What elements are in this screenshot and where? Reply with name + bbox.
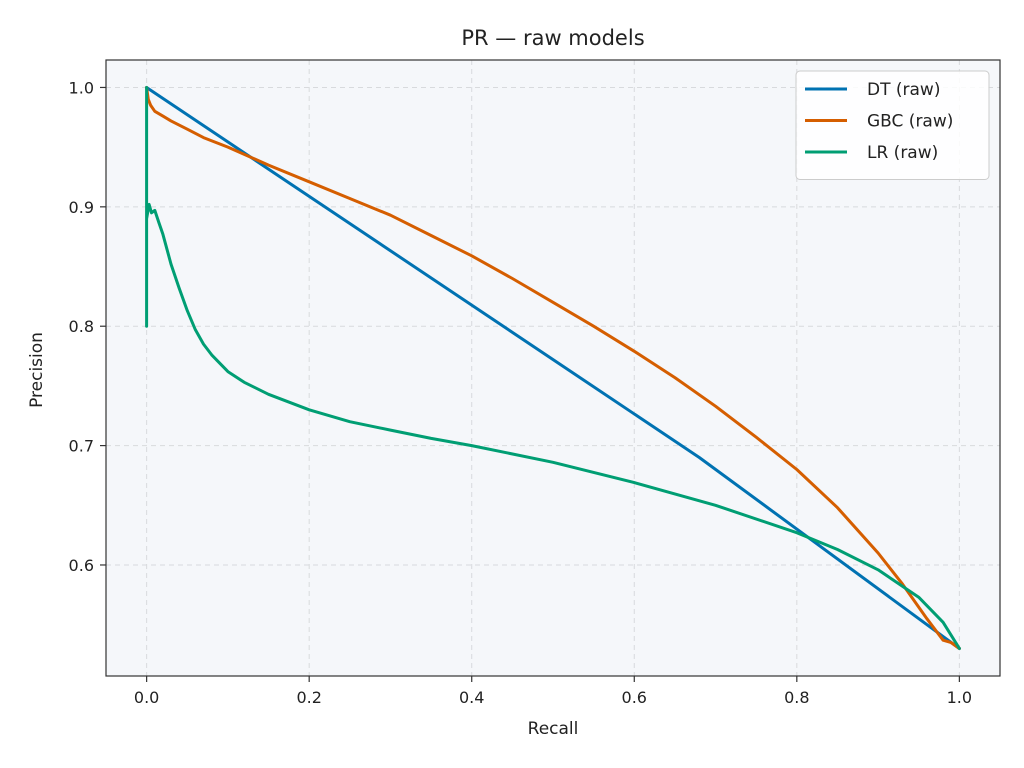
x-tick-label: 0.6 bbox=[622, 688, 647, 707]
plot-frame bbox=[105, 59, 1001, 677]
chart-title: PR — raw models bbox=[461, 26, 644, 50]
legend-label: GBC (raw) bbox=[867, 112, 953, 132]
axis-ticks: 0.0 0.2 0.4 0.6 0.8 1.0 0.6 0.7 0.8 0.9 1.0 bbox=[69, 78, 973, 707]
series-line-dt-raw bbox=[145, 86, 961, 650]
x-tick-label: 0.4 bbox=[459, 688, 484, 707]
series-line-lr-raw bbox=[145, 86, 961, 650]
x-axis-title: Recall bbox=[528, 719, 579, 739]
series-layer bbox=[145, 86, 961, 650]
y-tick-label: 1.0 bbox=[69, 78, 94, 97]
legend: DT (raw) GBC (raw) LR (raw) bbox=[795, 70, 990, 180]
series-line-gbc-raw bbox=[145, 86, 961, 650]
x-tick-label: 0.0 bbox=[134, 688, 159, 707]
y-axis-title: Precision bbox=[27, 332, 47, 408]
y-tick-label: 0.6 bbox=[69, 556, 94, 575]
x-tick-label: 0.8 bbox=[784, 688, 809, 707]
y-tick-label: 0.8 bbox=[69, 317, 94, 336]
legend-label: LR (raw) bbox=[867, 143, 938, 163]
y-tick-label: 0.7 bbox=[69, 437, 94, 456]
y-tick-label: 0.9 bbox=[69, 198, 94, 217]
legend-label: DT (raw) bbox=[867, 80, 940, 100]
x-tick-label: 1.0 bbox=[947, 688, 972, 707]
x-tick-label: 0.2 bbox=[296, 688, 321, 707]
